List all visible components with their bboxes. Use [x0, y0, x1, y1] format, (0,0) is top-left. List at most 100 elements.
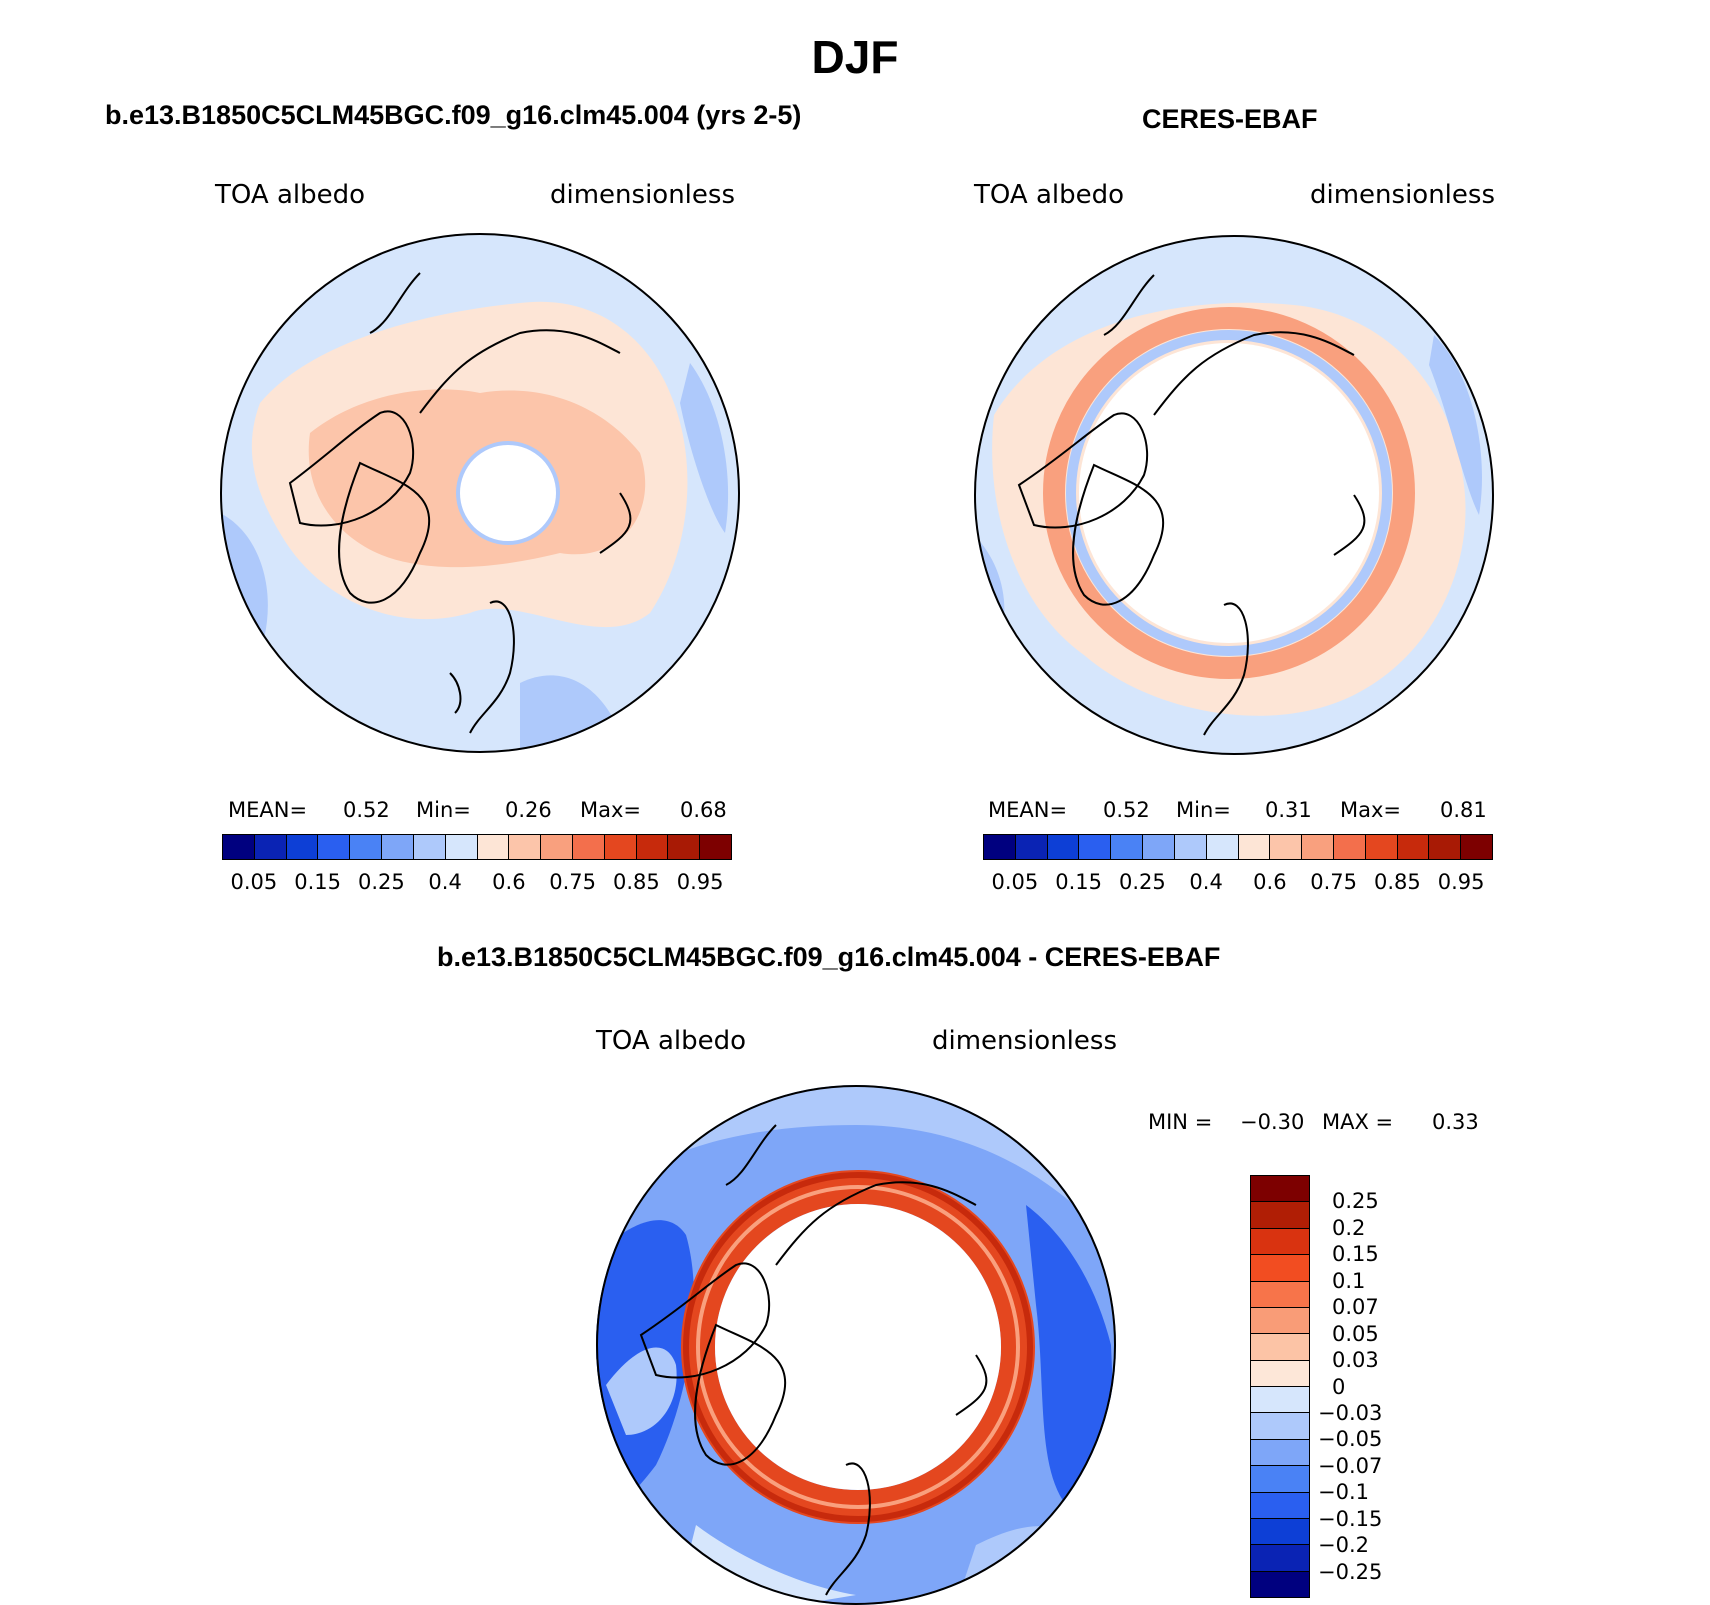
diff-colorbar-swatch [1251, 1466, 1309, 1493]
model-colorbar-swatch [541, 835, 573, 859]
diff-colorbar-tick: 0.2 [1332, 1215, 1366, 1240]
diff-min-value: −0.30 [1240, 1110, 1305, 1134]
obs-colorbar-swatch [1079, 835, 1112, 859]
diff-colorbar-swatch [1251, 1545, 1309, 1572]
diff-colorbar-swatch [1251, 1360, 1309, 1387]
diff-colorbar-tick: 0.1 [1332, 1268, 1366, 1293]
diff-colorbar-swatch [1251, 1492, 1309, 1519]
model-variable-label: TOA albedo [215, 180, 366, 210]
model-colorbar-swatch [668, 835, 701, 859]
model-colorbar-tick: 0.25 [357, 870, 405, 894]
diff-colorbar-swatch [1251, 1334, 1309, 1361]
diff-units-label: dimensionless [932, 1026, 1117, 1056]
model-max-value: 0.68 [680, 798, 727, 822]
page-title: DJF [811, 31, 899, 83]
model-colorbar-swatch [572, 835, 605, 859]
diff-colorbar-tick: 0.07 [1332, 1295, 1379, 1320]
obs-colorbar-ticks: 0.05 0.15 0.25 0.4 0.6 0.75 0.85 0.95 [983, 870, 1493, 896]
model-colorbar-swatch [445, 835, 478, 859]
diff-min-label: MIN = [1148, 1110, 1213, 1134]
obs-colorbar-tick: 0.4 [1189, 870, 1223, 894]
obs-mean-label: MEAN= [988, 798, 1068, 822]
obs-colorbar-swatch [1429, 835, 1462, 859]
model-mean-value: 0.52 [343, 798, 390, 822]
model-units-label: dimensionless [550, 180, 735, 210]
diff-colorbar-swatch [1251, 1202, 1309, 1229]
diff-colorbar-tick: −0.07 [1318, 1453, 1383, 1478]
diff-colorbar-ticks: 0.25 0.2 0.15 0.1 0.07 0.05 0.03 0 −0.03 −0.05 −0.… [1318, 1175, 1438, 1598]
model-colorbar-tick: 0.6 [492, 870, 526, 894]
model-colorbar-tick: 0.75 [549, 870, 597, 894]
diff-colorbar-tick: 0.15 [1332, 1242, 1379, 1267]
model-colorbar-ticks: 0.05 0.15 0.25 0.4 0.6 0.75 0.85 0.95 [222, 870, 732, 896]
obs-panel-title: CERES-EBAF [1142, 104, 1318, 134]
model-colorbar-swatch [509, 835, 542, 859]
diff-colorbar-tick: −0.1 [1318, 1480, 1369, 1505]
model-colorbar-swatch [700, 835, 731, 859]
obs-colorbar-swatch [1206, 835, 1239, 859]
diff-colorbar-tick: 0.25 [1332, 1189, 1379, 1214]
obs-colorbar-swatch [1174, 835, 1207, 859]
model-min-label: Min= [416, 798, 471, 822]
model-colorbar-swatch [350, 835, 383, 859]
obs-variable-label: TOA albedo [974, 180, 1125, 210]
obs-stats: MEAN= 0.52 Min= 0.31 Max= 0.81 [988, 798, 1488, 824]
obs-colorbar-swatch [1365, 835, 1398, 859]
obs-colorbar-tick: 0.95 [1437, 870, 1485, 894]
model-colorbar-swatch [477, 835, 510, 859]
diff-stats: MIN = −0.30 MAX = 0.33 [1148, 1110, 1488, 1136]
diff-colorbar-swatch [1251, 1413, 1309, 1440]
model-stats: MEAN= 0.52 Min= 0.26 Max= 0.68 [228, 798, 728, 824]
model-colorbar-swatch [223, 835, 255, 859]
obs-colorbar-tick: 0.75 [1310, 870, 1358, 894]
model-colorbar-swatch [286, 835, 319, 859]
diff-colorbar-tick: −0.25 [1318, 1559, 1383, 1584]
model-mean-label: MEAN= [228, 798, 308, 822]
obs-colorbar-swatch [1333, 835, 1366, 859]
model-colorbar-swatch [636, 835, 669, 859]
obs-colorbar-swatch [1143, 835, 1175, 859]
model-colorbar-tick: 0.95 [676, 870, 724, 894]
diff-colorbar-swatch [1251, 1176, 1309, 1203]
diff-colorbar [1250, 1175, 1310, 1598]
model-colorbar-tick: 0.85 [612, 870, 660, 894]
obs-max-value: 0.81 [1440, 798, 1487, 822]
obs-colorbar-swatch [984, 835, 1016, 859]
diff-colorbar-swatch [1251, 1228, 1309, 1256]
obs-colorbar-swatch [1238, 835, 1271, 859]
obs-max-label: Max= [1340, 798, 1402, 822]
diff-panel-title: b.e13.B1850C5CLM45BGC.f09_g16.clm45.004 … [437, 942, 1221, 972]
diff-colorbar-swatch [1251, 1387, 1309, 1414]
model-colorbar-tick: 0.15 [294, 870, 342, 894]
diff-colorbar-swatch [1251, 1281, 1309, 1308]
diff-colorbar-swatch [1251, 1255, 1309, 1282]
diff-colorbar-swatch [1251, 1518, 1309, 1546]
diff-max-label: MAX = [1322, 1110, 1394, 1134]
obs-colorbar-tick: 0.05 [991, 870, 1039, 894]
model-panel-title: b.e13.B1850C5CLM45BGC.f09_g16.clm45.004 … [105, 100, 802, 130]
model-colorbar-swatch [318, 835, 351, 859]
model-colorbar-swatch [254, 835, 287, 859]
obs-units-label: dimensionless [1310, 180, 1495, 210]
obs-colorbar-swatch [1302, 835, 1334, 859]
obs-min-label: Min= [1176, 798, 1231, 822]
diff-colorbar-tick: 0.05 [1332, 1321, 1379, 1346]
obs-colorbar-swatch [1397, 835, 1430, 859]
obs-colorbar-swatch [1015, 835, 1048, 859]
model-max-label: Max= [580, 798, 642, 822]
obs-colorbar-swatch [1111, 835, 1144, 859]
model-colorbar-tick: 0.4 [428, 870, 462, 894]
obs-colorbar-swatch [1270, 835, 1303, 859]
obs-polar-map [974, 235, 1494, 755]
model-colorbar-swatch [382, 835, 414, 859]
model-colorbar-swatch [413, 835, 446, 859]
diff-colorbar-tick: 0.03 [1332, 1348, 1379, 1373]
diff-colorbar-tick: −0.05 [1318, 1427, 1383, 1452]
model-colorbar-swatch [604, 835, 637, 859]
diff-colorbar-swatch [1251, 1307, 1309, 1335]
obs-colorbar-tick: 0.25 [1118, 870, 1166, 894]
obs-colorbar-swatch [1047, 835, 1080, 859]
diff-colorbar-tick: −0.03 [1318, 1400, 1383, 1425]
model-min-value: 0.26 [505, 798, 552, 822]
diff-colorbar-tick: 0 [1332, 1374, 1346, 1399]
